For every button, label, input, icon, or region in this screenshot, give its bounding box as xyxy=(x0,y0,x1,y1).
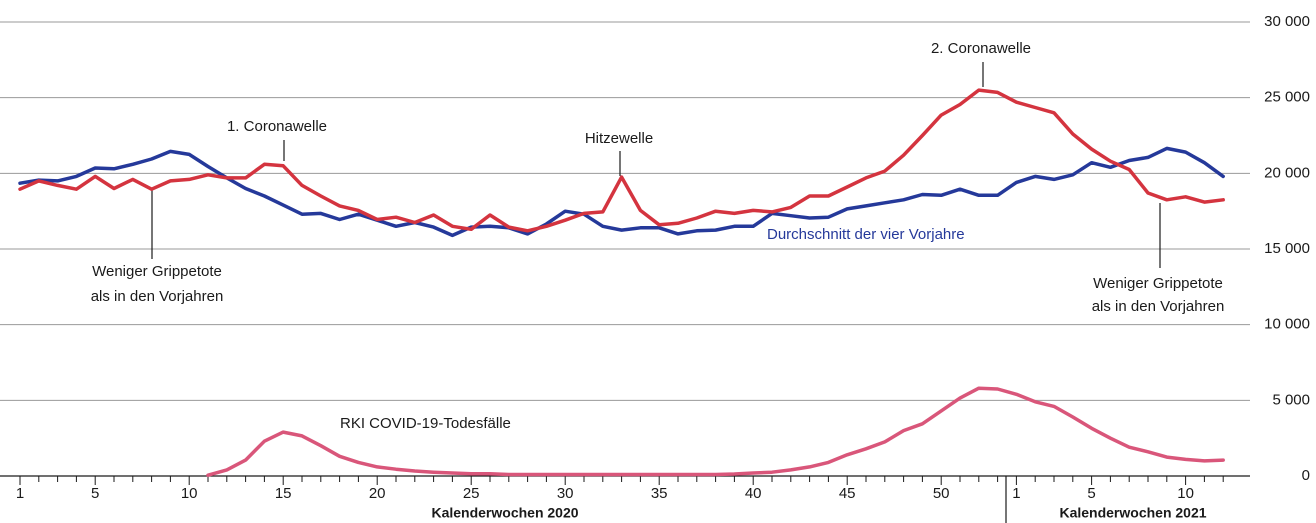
y-tick-label: 10 000 xyxy=(1264,316,1310,333)
series-line xyxy=(206,386,1225,477)
annotation: Weniger Grippetote xyxy=(92,263,222,280)
annotation: 2. Coronawelle xyxy=(931,40,1031,57)
x-tick-label: 25 xyxy=(463,485,480,502)
x-tick-label: 10 xyxy=(1177,485,1194,502)
x-tick-label: 40 xyxy=(745,485,762,502)
x-tick-label: 45 xyxy=(839,485,856,502)
y-tick-label: 25 000 xyxy=(1264,89,1310,106)
annotation: als in den Vorjahren xyxy=(91,288,224,305)
x-tick-label: 1 xyxy=(1012,485,1020,502)
x-tick-label: 35 xyxy=(651,485,668,502)
x-tick-label: 30 xyxy=(557,485,574,502)
series-line xyxy=(18,146,1225,238)
x-tick-label: 20 xyxy=(369,485,386,502)
annotation: 1. Coronawelle xyxy=(227,118,327,135)
x-tick-label: 15 xyxy=(275,485,292,502)
series-line xyxy=(18,88,1225,233)
annotation: Hitzewelle xyxy=(585,130,653,147)
y-tick-label: 15 000 xyxy=(1264,240,1310,257)
x-axis-label: Kalenderwochen 2021 xyxy=(1059,505,1206,521)
series-label: Durchschnitt der vier Vorjahre xyxy=(767,226,965,243)
y-tick-label: 30 000 xyxy=(1264,13,1310,30)
x-tick-label: 5 xyxy=(1087,485,1095,502)
y-tick-label: 20 000 xyxy=(1264,164,1310,181)
annotation: Weniger Grippetote xyxy=(1093,275,1223,292)
annotation: als in den Vorjahren xyxy=(1092,298,1225,315)
y-tick-label: 0 xyxy=(1302,467,1310,484)
x-tick-label: 50 xyxy=(933,485,950,502)
x-tick-label: 1 xyxy=(16,485,24,502)
series-label: RKI COVID-19-Todesfälle xyxy=(340,415,511,432)
x-tick-label: 5 xyxy=(91,485,99,502)
x-tick-label: 10 xyxy=(181,485,198,502)
x-axis-label: Kalenderwochen 2020 xyxy=(431,505,578,521)
y-tick-label: 5 000 xyxy=(1272,391,1310,408)
